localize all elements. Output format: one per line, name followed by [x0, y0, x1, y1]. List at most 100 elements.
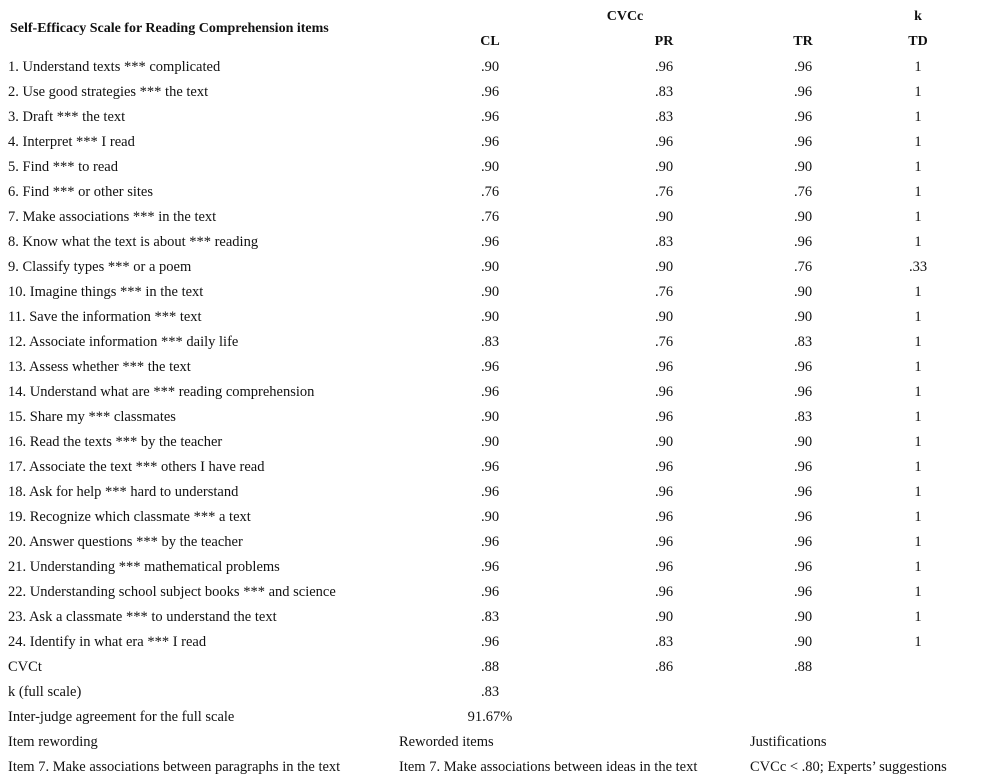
rewording-cell: Item 7. Make associations between ideas …: [399, 758, 698, 775]
item-label: 5. Find *** to read: [8, 158, 118, 175]
cell-value: .96: [793, 83, 813, 100]
cell-value: .90: [480, 408, 500, 425]
cell-value: 1: [914, 408, 922, 425]
cell-value: .96: [654, 58, 674, 75]
cell-value: .90: [793, 208, 813, 225]
cell-value: .96: [793, 558, 813, 575]
item-label: 9. Classify types *** or a poem: [8, 258, 192, 275]
cell-value: 1: [914, 308, 922, 325]
cell-value: .96: [654, 458, 674, 475]
cell-value: .96: [480, 583, 500, 600]
item-label: 17. Associate the text *** others I have…: [8, 458, 265, 475]
cell-value: .96: [793, 533, 813, 550]
rewording-cell: CVCc < .80; Experts’ suggestions: [750, 758, 947, 775]
cell-value: .96: [793, 58, 813, 75]
item-label: 21. Understanding *** mathematical probl…: [8, 558, 280, 575]
cell-value: .90: [793, 158, 813, 175]
item-label: 24. Identify in what era *** I read: [8, 633, 207, 650]
cell-value: .90: [654, 208, 674, 225]
group-header: CVCc: [606, 9, 644, 24]
item-label: 11. Save the information *** text: [8, 308, 202, 325]
cell-value: .90: [480, 58, 500, 75]
summary-value: 91.67%: [467, 708, 513, 725]
cell-value: .96: [654, 508, 674, 525]
item-label: 1. Understand texts *** complicated: [8, 58, 221, 75]
cell-value: .96: [654, 583, 674, 600]
cell-value: 1: [914, 233, 922, 250]
cell-value: .83: [793, 333, 813, 350]
cell-value: 1: [914, 508, 922, 525]
cell-value: .96: [480, 233, 500, 250]
cell-value: 1: [914, 608, 922, 625]
cell-value: .96: [480, 108, 500, 125]
cell-value: 1: [914, 83, 922, 100]
cell-value: 1: [914, 633, 922, 650]
cell-value: .96: [793, 583, 813, 600]
cell-value: 1: [914, 333, 922, 350]
summary-value: .88: [480, 658, 500, 675]
rewording-header: Justifications: [750, 733, 827, 750]
cell-value: .90: [480, 433, 500, 450]
cell-value: .96: [480, 533, 500, 550]
cell-value: .76: [480, 208, 500, 225]
item-label: 6. Find *** or other sites: [8, 183, 153, 200]
cell-value: .83: [480, 333, 500, 350]
cell-value: .90: [793, 608, 813, 625]
cell-value: .96: [480, 133, 500, 150]
cell-value: .96: [480, 458, 500, 475]
cell-value: .96: [793, 383, 813, 400]
cell-value: .96: [654, 558, 674, 575]
item-label: 4. Interpret *** I read: [8, 133, 135, 150]
cell-value: .96: [793, 508, 813, 525]
cell-value: .96: [793, 133, 813, 150]
group-header: k: [914, 9, 922, 24]
cell-value: .90: [480, 508, 500, 525]
cell-value: 1: [914, 158, 922, 175]
rewording-header: Item rewording: [8, 733, 98, 750]
cell-value: .96: [654, 483, 674, 500]
cell-value: .96: [793, 233, 813, 250]
cell-value: .96: [654, 133, 674, 150]
cell-value: .83: [654, 108, 674, 125]
cell-value: 1: [914, 283, 922, 300]
item-label: 7. Make associations *** in the text: [8, 208, 217, 225]
summary-value: .86: [654, 658, 674, 675]
cell-value: .96: [654, 383, 674, 400]
cell-value: .76: [480, 183, 500, 200]
cell-value: .90: [654, 308, 674, 325]
item-label: 19. Recognize which classmate *** a text: [8, 508, 251, 525]
cell-value: .76: [793, 183, 813, 200]
item-label: 3. Draft *** the text: [8, 108, 126, 125]
cell-value: 1: [914, 433, 922, 450]
cell-value: 1: [914, 483, 922, 500]
cell-value: .96: [793, 483, 813, 500]
cell-value: .96: [654, 358, 674, 375]
item-label: 10. Imagine things *** in the text: [8, 283, 204, 300]
cell-value: 1: [914, 583, 922, 600]
summary-label: Inter-judge agreement for the full scale: [8, 708, 235, 725]
cell-value: .83: [654, 83, 674, 100]
cell-value: .96: [793, 358, 813, 375]
cell-value: 1: [914, 558, 922, 575]
summary-value: .83: [480, 683, 500, 700]
cell-value: 1: [914, 383, 922, 400]
cell-value: .96: [793, 108, 813, 125]
item-label: 14. Understand what are *** reading comp…: [8, 383, 315, 400]
cell-value: .83: [480, 608, 500, 625]
cell-value: 1: [914, 183, 922, 200]
cell-value: .83: [654, 233, 674, 250]
cell-value: .96: [480, 483, 500, 500]
item-label: 23. Ask a classmate *** to understand th…: [8, 608, 277, 625]
column-header: TR: [793, 34, 813, 49]
item-label: 2. Use good strategies *** the text: [8, 83, 209, 100]
cell-value: 1: [914, 358, 922, 375]
item-label: 13. Assess whether *** the text: [8, 358, 191, 375]
cell-value: .96: [480, 358, 500, 375]
cell-value: .90: [654, 608, 674, 625]
cell-value: .90: [480, 283, 500, 300]
item-label: 15. Share my *** classmates: [8, 408, 176, 425]
cell-value: .96: [654, 533, 674, 550]
cell-value: 1: [914, 208, 922, 225]
cell-value: .83: [654, 633, 674, 650]
